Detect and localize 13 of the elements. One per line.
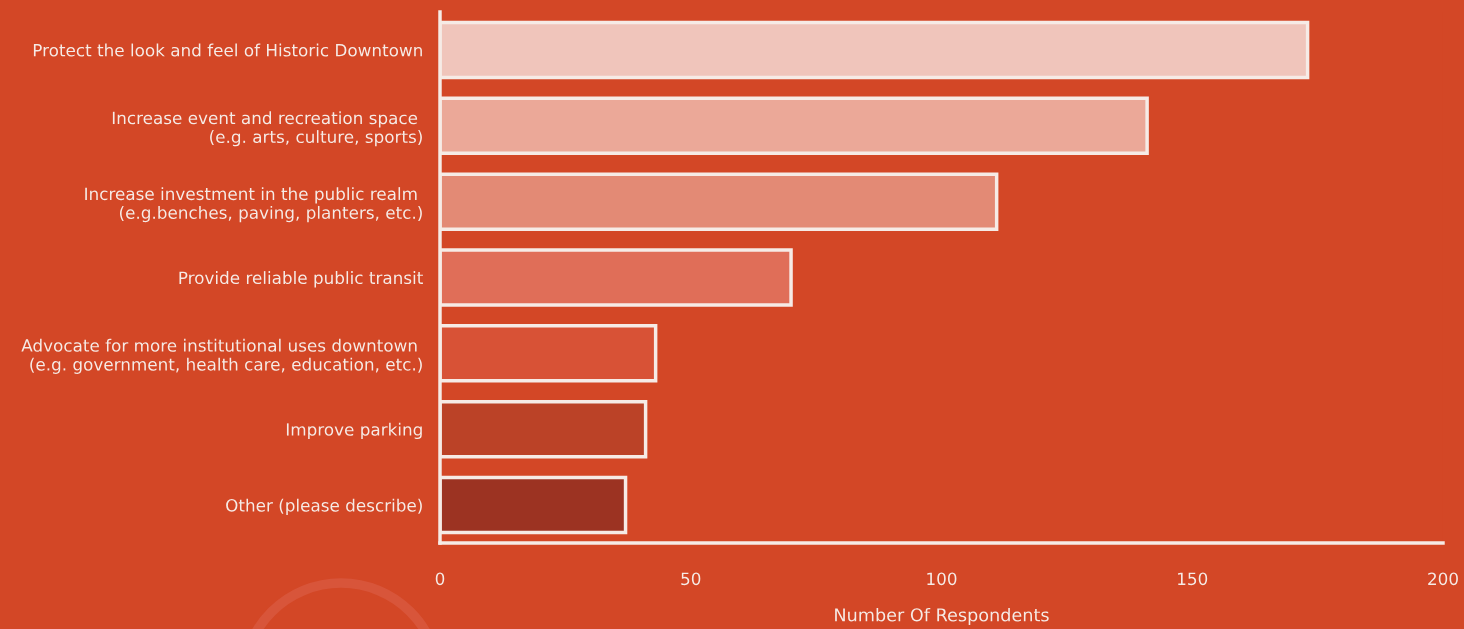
x-tick-label: 0 xyxy=(435,572,445,586)
y-tick-label: Advocate for more institutional uses downtown (e.g. government, health care, education, etc.) xyxy=(21,338,422,374)
x-tick-label: 100 xyxy=(927,572,957,586)
y-tick-label: Increase event and recreation space (e.g. arts, culture, sports) xyxy=(112,111,422,147)
y-tick-label: Other (please describe) xyxy=(226,498,422,515)
x-tick-label: 200 xyxy=(1428,572,1458,586)
x-axis-title: Number Of Respondents xyxy=(835,607,1049,625)
y-tick-label: Provide reliable public transit xyxy=(179,271,423,288)
y-tick-label: Increase investment in the public realm (e.g.benches, paving, planters, etc.) xyxy=(85,187,422,223)
x-tick-label: 150 xyxy=(1178,572,1208,586)
y-tick-label: Protect the look and feel of Historic Downtown xyxy=(33,43,422,57)
y-tick-label: Improve parking xyxy=(286,422,422,440)
x-tick-label: 50 xyxy=(681,572,701,586)
